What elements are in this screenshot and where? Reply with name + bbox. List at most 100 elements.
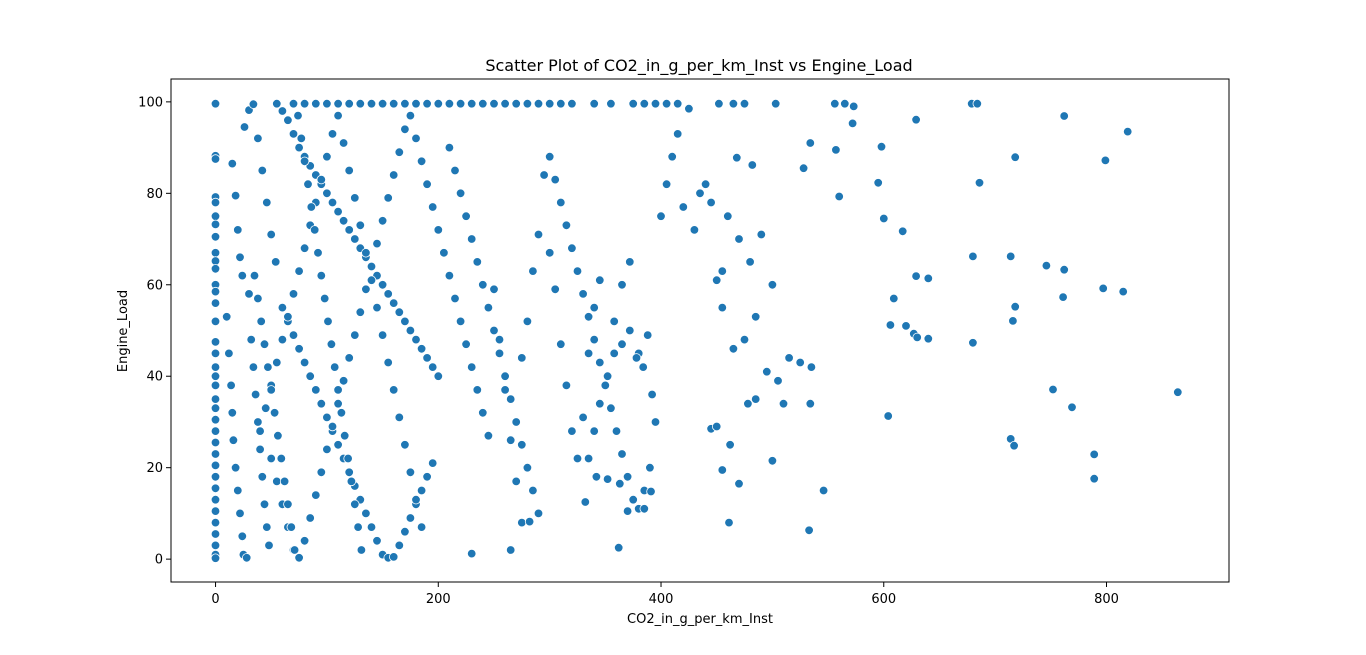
data-point <box>272 476 282 487</box>
data-point <box>600 380 611 391</box>
data-point <box>326 339 337 349</box>
x-tick-label: 600 <box>871 592 896 607</box>
data-point <box>227 408 238 418</box>
data-point <box>411 334 421 345</box>
data-point <box>405 467 416 478</box>
data-point <box>356 545 367 555</box>
data-point <box>712 421 722 432</box>
data-point <box>333 440 343 450</box>
data-point <box>840 98 850 109</box>
data-point <box>333 98 343 109</box>
data-point <box>237 531 248 542</box>
data-point <box>591 472 602 482</box>
data-point <box>288 289 299 299</box>
data-point <box>723 211 733 221</box>
data-point <box>230 463 241 473</box>
data-point <box>233 485 243 496</box>
data-point <box>678 202 689 212</box>
data-point <box>210 371 221 381</box>
data-point <box>684 103 694 114</box>
data-point <box>276 453 287 464</box>
data-point <box>522 316 533 327</box>
data-point <box>259 339 270 349</box>
data-point <box>1118 286 1128 297</box>
data-point <box>377 280 388 290</box>
data-point <box>253 417 263 427</box>
data-point <box>656 211 666 221</box>
data-point <box>273 431 283 441</box>
data-point <box>377 98 388 109</box>
data-point <box>405 325 416 336</box>
data-point <box>511 476 521 487</box>
data-point <box>489 284 499 295</box>
y-tick-label: 100 <box>138 95 163 110</box>
data-point <box>316 174 327 185</box>
data-point <box>876 141 887 152</box>
data-point <box>517 517 527 528</box>
data-points <box>210 98 1183 563</box>
data-point <box>256 316 266 327</box>
data-point <box>344 225 354 235</box>
data-point <box>533 98 544 109</box>
data-point <box>724 517 734 528</box>
data-point <box>366 275 377 285</box>
data-point <box>248 99 259 109</box>
data-point <box>767 456 778 466</box>
data-point <box>646 486 656 497</box>
data-point <box>210 506 221 516</box>
data-point <box>556 339 566 349</box>
data-point <box>253 293 263 304</box>
data-point <box>210 316 221 327</box>
data-point <box>506 545 516 555</box>
data-point <box>422 472 432 482</box>
data-point <box>394 307 405 317</box>
data-point <box>411 133 421 144</box>
data-point <box>272 357 282 368</box>
data-point <box>478 98 488 109</box>
data-point <box>210 286 221 297</box>
data-point <box>706 197 716 208</box>
data-point <box>567 426 577 436</box>
data-point <box>320 293 330 304</box>
data-point <box>1006 251 1016 262</box>
data-point <box>444 142 455 153</box>
data-point <box>700 179 711 189</box>
data-point <box>689 225 700 235</box>
data-point <box>311 490 321 500</box>
data-point <box>583 453 594 464</box>
data-point <box>717 266 728 276</box>
data-point <box>241 553 252 563</box>
data-point <box>461 339 471 349</box>
data-point <box>606 98 616 109</box>
data-point <box>647 389 657 400</box>
data-point <box>578 412 588 423</box>
data-point <box>428 458 438 468</box>
data-point <box>643 330 653 340</box>
data-point <box>589 426 599 436</box>
data-point <box>400 527 410 537</box>
data-point <box>210 197 221 208</box>
data-point <box>522 98 533 109</box>
data-point <box>885 320 896 330</box>
data-point <box>805 138 816 148</box>
data-point <box>1041 260 1052 271</box>
data-point <box>259 499 270 510</box>
data-point <box>483 302 494 313</box>
data-point <box>478 280 488 290</box>
data-point <box>266 229 276 240</box>
data-point <box>210 256 221 266</box>
data-point <box>262 197 272 208</box>
data-point <box>972 98 983 109</box>
data-point <box>377 216 388 226</box>
y-axis-label: Engine_Load <box>116 290 131 372</box>
data-point <box>336 408 347 418</box>
data-point <box>745 257 755 267</box>
data-point <box>433 371 444 381</box>
data-point <box>210 403 221 413</box>
data-point <box>257 472 268 482</box>
data-point <box>288 129 299 139</box>
data-point <box>210 517 221 528</box>
data-point <box>756 229 767 240</box>
data-point <box>911 271 921 281</box>
